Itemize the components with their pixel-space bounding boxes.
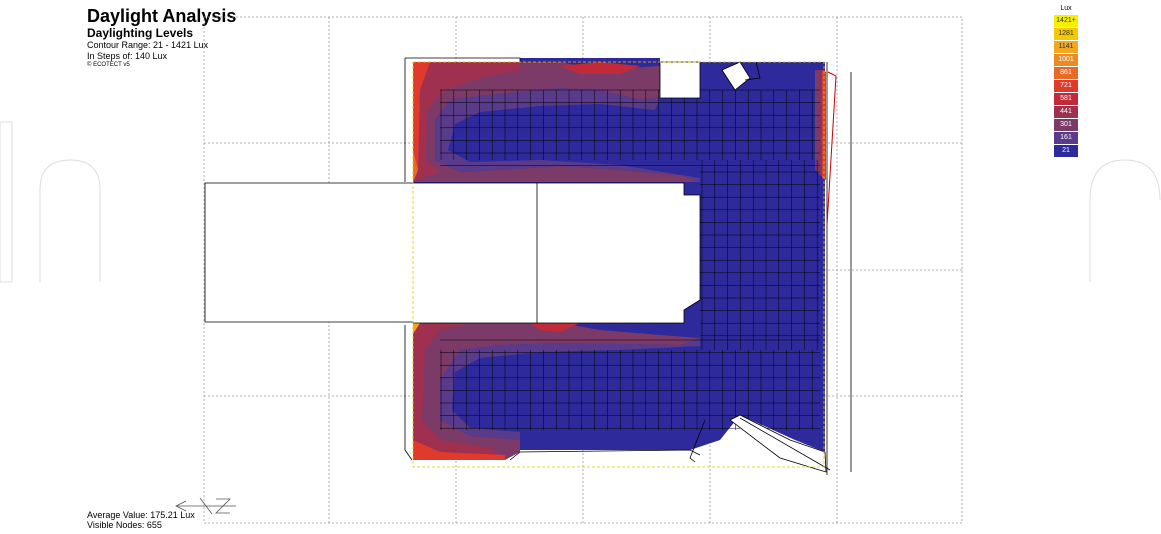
legend-swatch: 1421+ [1054,15,1078,27]
contour-1141-corner [413,323,420,334]
legend-title: Lux [1060,5,1072,12]
analysis-bounds [412,61,825,468]
north-arrow-icon [175,497,236,515]
legend-swatch: 21 [1054,145,1078,157]
legend-swatch: 1141 [1054,41,1078,53]
legend-swatch: 1001 [1054,54,1078,66]
sun-line [826,71,837,226]
cutout-bottom-right [729,414,827,473]
watermark-outline [0,121,1161,283]
analysis-grid [440,89,820,430]
contour-581-ridge [560,62,640,74]
subtitle: Daylighting Levels [87,26,194,40]
central-building [204,182,701,324]
contour-721-bottom [413,440,505,460]
contour-301-top [413,62,700,182]
contour-441-top [413,62,520,182]
average-value: Average Value: 175.21 Lux [87,510,195,520]
software-credit: © ECOTECT v5 [87,62,130,68]
contour-161-bottom [440,338,700,440]
legend-swatch: 301 [1054,119,1078,131]
cutout-top-right [659,61,701,99]
contour-range: Contour Range: 21 - 1421 Lux [87,40,209,50]
contour-721-top [413,62,430,182]
contour-161-top [435,88,700,182]
contour-581-bottom [530,323,580,332]
legend-swatch: 441 [1054,106,1078,118]
page-title: Daylight Analysis [87,6,237,26]
analysis-plan [204,57,852,475]
building-outlines [404,57,852,475]
contour-721-right [822,70,826,180]
legend-swatch: 721 [1054,80,1078,92]
cutout-notch [721,61,751,91]
contour-steps: In Steps of: 140 Lux [87,51,168,61]
legend-swatch: 861 [1054,67,1078,79]
contour-861-top [413,150,418,182]
visible-nodes: Visible Nodes: 655 [87,520,162,530]
legend-swatch: 581 [1054,93,1078,105]
legend-items: 1421+ 1281 1141 1001 861 721 581 441 301 161 21 [1054,15,1078,157]
legend-swatch: 161 [1054,132,1078,144]
lux-legend: Lux 1421+ 1281 1141 1001 861 721 581 441 301 161 2… [1054,4,1078,157]
legend-swatch: 1281 [1054,28,1078,40]
